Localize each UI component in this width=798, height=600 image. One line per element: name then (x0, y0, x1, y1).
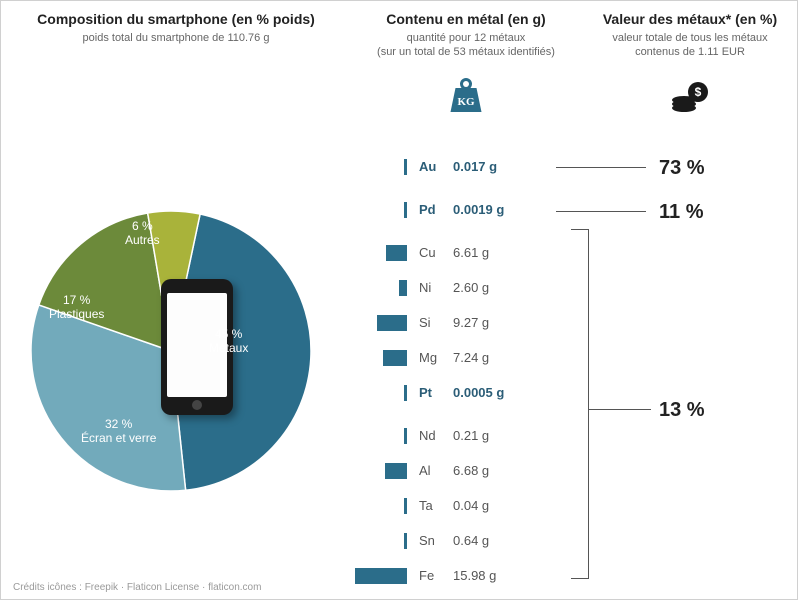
metal-mass: 7.24 g (453, 350, 489, 365)
value-percent: 11 % (659, 201, 703, 224)
metal-symbol: Si (419, 315, 453, 330)
metal-symbol: Pt (419, 385, 453, 400)
pie-slice-label: 32 %Écran et verre (81, 417, 156, 446)
metal-row: Au0.017 g (351, 149, 581, 184)
metal-symbol: Ni (419, 280, 453, 295)
metal-mass: 0.04 g (453, 498, 489, 513)
metal-row: Pt0.0005 g (351, 375, 581, 410)
metal-row: Ni2.60 g (351, 270, 581, 305)
metal-symbol: Fe (419, 568, 453, 583)
svg-text:$: $ (695, 85, 702, 99)
metal-bar (404, 202, 407, 218)
metal-bar (386, 245, 407, 261)
metal-symbol: Nd (419, 428, 453, 443)
metal-mass: 9.27 g (453, 315, 489, 330)
metal-row: Mg7.24 g (351, 340, 581, 375)
column-composition: Composition du smartphone (en % poids) p… (11, 11, 341, 45)
weight-icon: KG (351, 74, 581, 124)
metal-row: Nd0.21 g (351, 418, 581, 453)
connector-brace (571, 229, 589, 579)
metal-mass: 0.0019 g (453, 202, 504, 217)
metal-bar (355, 568, 407, 584)
metal-bar-list: Au0.017 gPd0.0019 gCu6.61 gNi2.60 gSi9.2… (351, 149, 581, 593)
metal-bar (383, 350, 407, 366)
metal-row: Cu6.61 g (351, 235, 581, 270)
credits-text: Crédits icônes : Freepik · Flaticon Lice… (13, 582, 261, 593)
pie-slice-label: 17 %Plastiques (49, 293, 104, 322)
metal-mass: 0.21 g (453, 428, 489, 443)
col2-subtitle: quantité pour 12 métaux(sur un total de … (351, 31, 581, 60)
pie-chart: 45 %Métaux 32 %Écran et verre 17 %Plastiqu… (21, 201, 321, 501)
metal-mass: 2.60 g (453, 280, 489, 295)
value-percent: 13 % (659, 399, 705, 422)
connector-line (589, 409, 651, 410)
col3-subtitle: valeur totale de tous les métauxcontenus… (591, 31, 789, 60)
metal-row: Sn0.64 g (351, 523, 581, 558)
value-percent: 73 % (659, 157, 705, 180)
metal-mass: 0.017 g (453, 159, 497, 174)
metal-row: Al6.68 g (351, 453, 581, 488)
column-metal-content: Contenu en métal (en g) quantité pour 12… (351, 11, 581, 124)
metal-symbol: Au (419, 159, 453, 174)
metal-symbol: Ta (419, 498, 453, 513)
metal-bar (385, 463, 407, 479)
col1-title: Composition du smartphone (en % poids) (11, 11, 341, 27)
col2-title: Contenu en métal (en g) (351, 11, 581, 27)
coins-icon: $ (591, 74, 789, 124)
metal-row: Ta0.04 g (351, 488, 581, 523)
metal-symbol: Pd (419, 202, 453, 217)
pie-slice-label: 45 %Métaux (209, 327, 248, 356)
metal-mass: 6.61 g (453, 245, 489, 260)
metal-mass: 0.64 g (453, 533, 489, 548)
metal-row: Si9.27 g (351, 305, 581, 340)
metal-symbol: Mg (419, 350, 453, 365)
metal-bar (404, 159, 407, 175)
col3-title: Valeur des métaux* (en %) (591, 11, 789, 27)
metal-mass: 6.68 g (453, 463, 489, 478)
connector-line (556, 167, 646, 168)
metal-row: Pd0.0019 g (351, 192, 581, 227)
pie-slice-label: 6 %Autres (125, 219, 160, 248)
metal-mass: 0.0005 g (453, 385, 504, 400)
metal-mass: 15.98 g (453, 568, 496, 583)
metal-symbol: Cu (419, 245, 453, 260)
metal-bar (399, 280, 407, 296)
col1-subtitle: poids total du smartphone de 110.76 g (11, 31, 341, 45)
connector-line (556, 211, 646, 212)
svg-text:KG: KG (457, 96, 475, 108)
metal-symbol: Sn (419, 533, 453, 548)
metal-bar (404, 533, 407, 549)
metal-symbol: Al (419, 463, 453, 478)
metal-bar (377, 315, 407, 331)
metal-bar (404, 498, 407, 514)
metal-bar (404, 385, 407, 401)
column-value: Valeur des métaux* (en %) valeur totale … (591, 11, 789, 124)
metal-row: Fe15.98 g (351, 558, 581, 593)
metal-bar (404, 428, 407, 444)
